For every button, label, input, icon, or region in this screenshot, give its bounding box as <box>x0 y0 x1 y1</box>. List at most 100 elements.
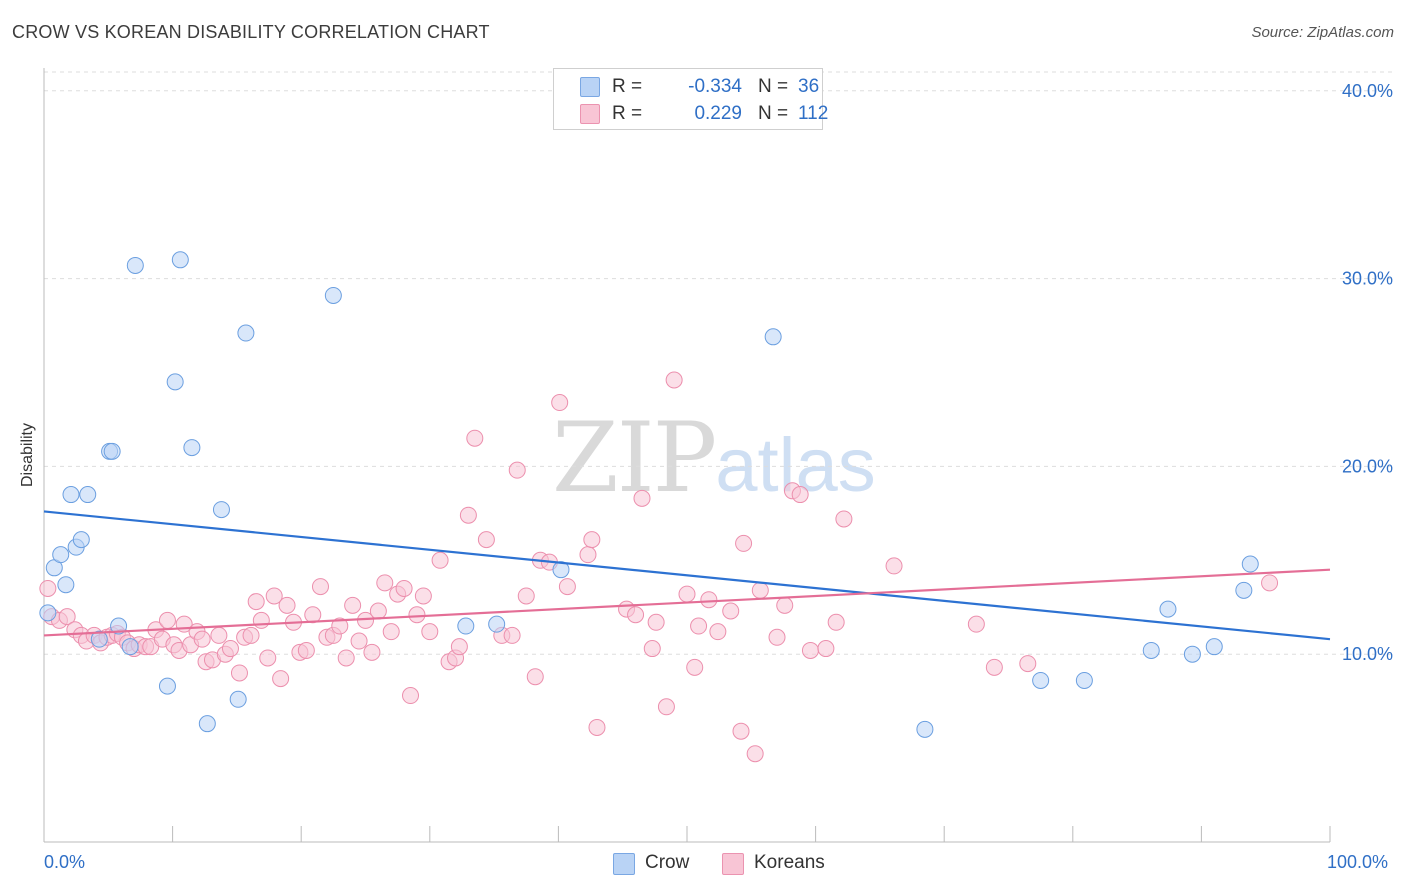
korean-point <box>558 578 576 596</box>
korean-point <box>350 632 368 650</box>
korean-point <box>678 585 696 603</box>
legend-r-value: -0.334 <box>688 76 742 97</box>
crow-point <box>1075 671 1093 689</box>
legend-swatch-crow <box>580 77 600 97</box>
crow-point <box>1241 555 1259 573</box>
bottom-legend-swatch-crow <box>613 853 635 875</box>
crow-point <box>171 251 189 269</box>
korean-point <box>647 613 665 631</box>
korean-point <box>158 611 176 629</box>
korean-point <box>459 506 477 524</box>
korean-point <box>252 611 270 629</box>
bottom-legend-swatch-koreans <box>722 853 744 875</box>
legend-n-label: N = <box>758 76 789 97</box>
korean-point <box>259 649 277 667</box>
crow-point <box>62 486 80 504</box>
korean-point <box>414 587 432 605</box>
crow-point <box>916 720 934 738</box>
crow-point <box>79 486 97 504</box>
korean-point <box>503 626 521 644</box>
crow-point <box>121 638 139 656</box>
korean-point <box>331 617 349 635</box>
korean-point <box>776 596 794 614</box>
korean-point <box>735 534 753 552</box>
korean-point <box>517 587 535 605</box>
x-tick-label-min: 0.0% <box>44 852 86 872</box>
crow-point <box>229 690 247 708</box>
crow-point <box>72 531 90 549</box>
legend-r-label: R = <box>612 103 643 124</box>
legend-n-value: 36 <box>798 76 820 97</box>
korean-point <box>1261 574 1279 592</box>
crow-point <box>183 439 201 457</box>
bottom-legend-label-koreans: Koreans <box>754 852 825 873</box>
korean-point <box>376 574 394 592</box>
korean-point <box>633 489 651 507</box>
crow-point <box>110 617 128 635</box>
korean-point <box>508 461 526 479</box>
crow-point <box>90 630 108 648</box>
crow-point <box>212 501 230 519</box>
korean-point <box>466 429 484 447</box>
korean-point <box>657 698 675 716</box>
crow-trend-line <box>43 510 1331 641</box>
crow-point <box>552 561 570 579</box>
y-tick-label: 40.0% <box>1342 81 1393 101</box>
korean-point <box>583 531 601 549</box>
correlation-legend: R = -0.334 N = 36 R = 0.229 N = 112 <box>553 68 828 130</box>
crow-point <box>1235 581 1253 599</box>
korean-point <box>551 394 569 412</box>
crow-point <box>1183 645 1201 663</box>
korean-point <box>579 546 597 564</box>
crow-point <box>52 546 70 564</box>
korean-point <box>722 602 740 620</box>
source-label[interactable]: Source: ZipAtlas.com <box>1251 24 1394 41</box>
korean-point <box>272 670 290 688</box>
korean-point <box>450 638 468 656</box>
korean-point <box>247 593 265 611</box>
korean-point <box>477 531 495 549</box>
legend-r-label: R = <box>612 76 643 97</box>
korean-point <box>39 579 57 597</box>
korean-point <box>408 606 426 624</box>
korean-point <box>665 371 683 389</box>
crow-point <box>1032 671 1050 689</box>
korean-point <box>827 613 845 631</box>
korean-point <box>221 640 239 658</box>
korean-point <box>369 602 387 620</box>
chart-title: CROW VS KOREAN DISABILITY CORRELATION CH… <box>12 22 490 42</box>
crow-point <box>324 286 342 304</box>
legend-swatch-koreans <box>580 104 600 124</box>
korean-point <box>588 718 606 736</box>
crow-point <box>158 677 176 695</box>
legend-r-value: 0.229 <box>694 103 742 124</box>
korean-point <box>363 643 381 661</box>
korean-point <box>311 578 329 596</box>
legend-n-label: N = <box>758 103 789 124</box>
korean-point <box>690 617 708 635</box>
korean-point <box>337 649 355 667</box>
crow-point <box>237 324 255 342</box>
korean-point <box>751 581 769 599</box>
korean-trend-line <box>43 568 1331 637</box>
korean-point <box>791 486 809 504</box>
crow-point <box>1205 638 1223 656</box>
korean-point <box>210 626 228 644</box>
crow-point <box>103 442 121 460</box>
korean-point <box>242 626 260 644</box>
korean-point <box>1019 655 1037 673</box>
korean-point <box>768 628 786 646</box>
korean-point <box>193 630 211 648</box>
crow-point <box>166 373 184 391</box>
crow-point <box>39 604 57 622</box>
crow-point <box>457 617 475 635</box>
y-tick-label: 30.0% <box>1342 269 1393 289</box>
korean-point <box>643 640 661 658</box>
korean-point <box>686 658 704 676</box>
korean-point <box>817 640 835 658</box>
crow-point <box>198 715 216 733</box>
y-tick-label: 20.0% <box>1342 456 1393 476</box>
crow-point <box>1142 641 1160 659</box>
korean-point <box>395 579 413 597</box>
